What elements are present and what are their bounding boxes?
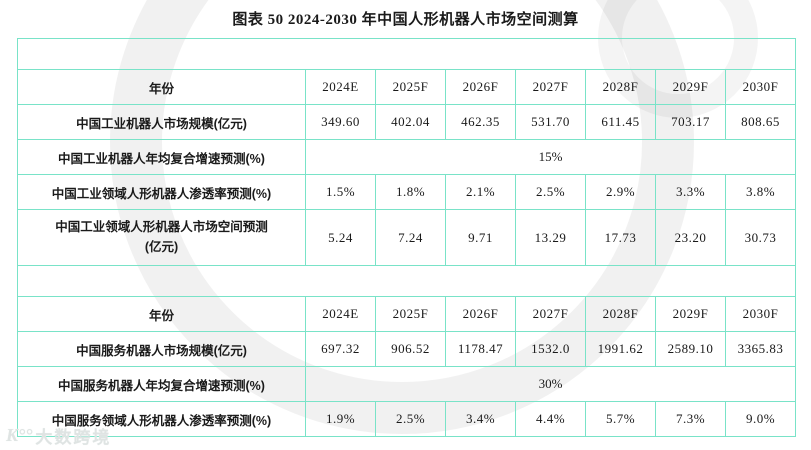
- value-cell: 611.45: [585, 104, 656, 140]
- year-row-label: 年份: [17, 296, 306, 332]
- humanoid-market-table: 中国工业领域人形机器人市场空间测算 年份 2024E 2025F 2026F 2…: [17, 38, 796, 437]
- table-row-years-industrial: 年份 2024E 2025F 2026F 2027F 2028F 2029F 2…: [17, 69, 796, 105]
- row-label-line1: 中国工业领域人形机器人市场空间预测: [55, 220, 268, 235]
- year-cell: 2024E: [305, 296, 376, 332]
- value-cell: 3.4%: [445, 401, 516, 437]
- value-cell: 1532.0: [515, 331, 586, 367]
- brand-logo-icon: K°°: [6, 425, 33, 445]
- value-cell: 2.5%: [375, 401, 446, 437]
- table-row-industrial-market-size: 中国工业机器人市场规模(亿元) 349.60 402.04 462.35 531…: [17, 104, 796, 140]
- value-cell: 9.71: [445, 209, 516, 266]
- value-cell: 1178.47: [445, 331, 516, 367]
- row-label: 中国服务机器人年均复合增速预测(%): [17, 366, 306, 402]
- value-cell: 1.5%: [305, 174, 376, 210]
- figure-title: 图表 50 2024-2030 年中国人形机器人市场空间测算: [232, 12, 579, 28]
- table-row-service-cagr: 中国服务机器人年均复合增速预测(%) 30%: [17, 366, 796, 402]
- value-cell: 7.3%: [655, 401, 726, 437]
- value-cell: 1.9%: [305, 401, 376, 437]
- value-cell: 1991.62: [585, 331, 656, 367]
- value-cell: 906.52: [375, 331, 446, 367]
- value-cell: 3365.83: [725, 331, 796, 367]
- value-cell: 7.24: [375, 209, 446, 266]
- value-cell: 23.20: [655, 209, 726, 266]
- value-cell: 2.9%: [585, 174, 656, 210]
- value-cell: 5.7%: [585, 401, 656, 437]
- value-cell: 2589.10: [655, 331, 726, 367]
- row-label: 中国工业领域人形机器人渗透率预测(%): [17, 174, 306, 210]
- value-cell: 402.04: [375, 104, 446, 140]
- merged-value-cell: 15%: [305, 139, 796, 175]
- value-cell: 17.73: [585, 209, 656, 266]
- section-header-row-service: 中国服务领域人形机器人市场空间测算: [17, 265, 796, 297]
- value-cell: 1.8%: [375, 174, 446, 210]
- table-row-industrial-cagr: 中国工业机器人年均复合增速预测(%) 15%: [17, 139, 796, 175]
- year-cell: 2026F: [445, 69, 516, 105]
- value-cell: 2.5%: [515, 174, 586, 210]
- year-cell: 2025F: [375, 296, 446, 332]
- row-label: 中国服务机器人市场规模(亿元): [17, 331, 306, 367]
- year-cell: 2028F: [585, 69, 656, 105]
- section-header-industrial: 中国工业领域人形机器人市场空间测算: [17, 38, 796, 70]
- value-cell: 13.29: [515, 209, 586, 266]
- table-row-service-penetration: 中国服务领域人形机器人渗透率预测(%) 1.9% 2.5% 3.4% 4.4% …: [17, 401, 796, 437]
- watermark-logo: K°° 大数跨境: [6, 423, 111, 448]
- year-cell: 2030F: [725, 69, 796, 105]
- value-cell: 703.17: [655, 104, 726, 140]
- watermark-brand-text: 大数跨境: [35, 428, 112, 447]
- year-cell: 2029F: [655, 296, 726, 332]
- year-cell: 2030F: [725, 296, 796, 332]
- table-row-service-market-size: 中国服务机器人市场规模(亿元) 697.32 906.52 1178.47 15…: [17, 331, 796, 367]
- value-cell: 697.32: [305, 331, 376, 367]
- value-cell: 30.73: [725, 209, 796, 266]
- row-label: 中国服务领域人形机器人渗透率预测(%): [17, 401, 306, 437]
- year-cell: 2027F: [515, 296, 586, 332]
- table-row-industrial-market-space: 中国工业领域人形机器人市场空间预测 (亿元) 5.24 7.24 9.71 13…: [17, 209, 796, 266]
- year-cell: 2028F: [585, 296, 656, 332]
- row-label-line2: (亿元): [144, 239, 179, 254]
- value-cell: 462.35: [445, 104, 516, 140]
- year-cell: 2027F: [515, 69, 586, 105]
- section-header-row-industrial: 中国工业领域人形机器人市场空间测算: [17, 38, 796, 70]
- row-label: 中国工业机器人年均复合增速预测(%): [17, 139, 306, 175]
- value-cell: 531.70: [515, 104, 586, 140]
- year-cell: 2026F: [445, 296, 516, 332]
- section-header-service: 中国服务领域人形机器人市场空间测算: [17, 265, 796, 297]
- year-cell: 2025F: [375, 69, 446, 105]
- year-cell: 2024E: [305, 69, 376, 105]
- value-cell: 349.60: [305, 104, 376, 140]
- year-row-label: 年份: [17, 69, 306, 105]
- value-cell: 4.4%: [515, 401, 586, 437]
- row-label: 中国工业机器人市场规模(亿元): [17, 104, 306, 140]
- value-cell: 3.3%: [655, 174, 726, 210]
- value-cell: 9.0%: [725, 401, 796, 437]
- value-cell: 3.8%: [725, 174, 796, 210]
- row-label: 中国工业领域人形机器人市场空间预测 (亿元): [17, 209, 306, 266]
- merged-value-cell: 30%: [305, 366, 796, 402]
- year-cell: 2029F: [655, 69, 726, 105]
- value-cell: 5.24: [305, 209, 376, 266]
- table-row-years-service: 年份 2024E 2025F 2026F 2027F 2028F 2029F 2…: [17, 296, 796, 332]
- value-cell: 2.1%: [445, 174, 516, 210]
- value-cell: 808.65: [725, 104, 796, 140]
- table-row-industrial-penetration: 中国工业领域人形机器人渗透率预测(%) 1.5% 1.8% 2.1% 2.5% …: [17, 174, 796, 210]
